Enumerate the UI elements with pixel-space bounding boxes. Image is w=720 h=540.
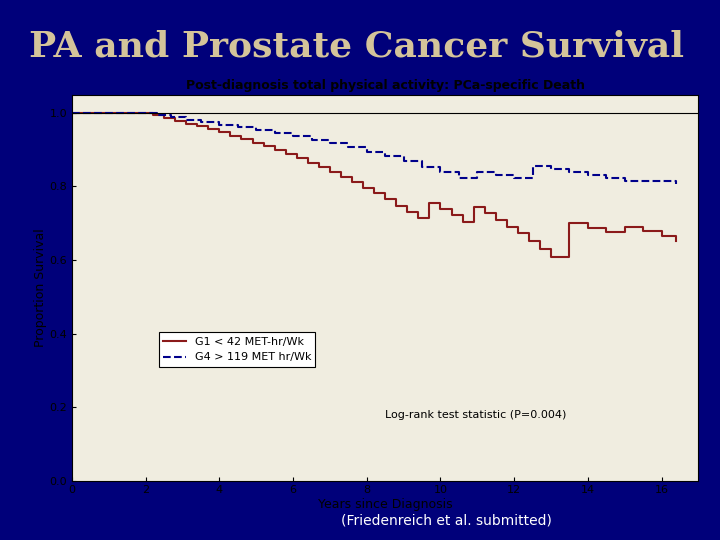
Title: Post-diagnosis total physical activity: PCa-specific Death: Post-diagnosis total physical activity: …: [186, 79, 585, 92]
X-axis label: Years since Diagnosis: Years since Diagnosis: [318, 498, 452, 511]
Legend: G1 < 42 MET-hr/Wk, G4 > 119 MET hr/Wk: G1 < 42 MET-hr/Wk, G4 > 119 MET hr/Wk: [159, 333, 315, 367]
Text: PA and Prostate Cancer Survival: PA and Prostate Cancer Survival: [29, 29, 684, 63]
Y-axis label: Proportion Survival: Proportion Survival: [34, 228, 47, 347]
Text: Log-rank test statistic (P=0.004): Log-rank test statistic (P=0.004): [385, 410, 567, 420]
Text: (Friedenreich et al. submitted): (Friedenreich et al. submitted): [341, 514, 552, 528]
